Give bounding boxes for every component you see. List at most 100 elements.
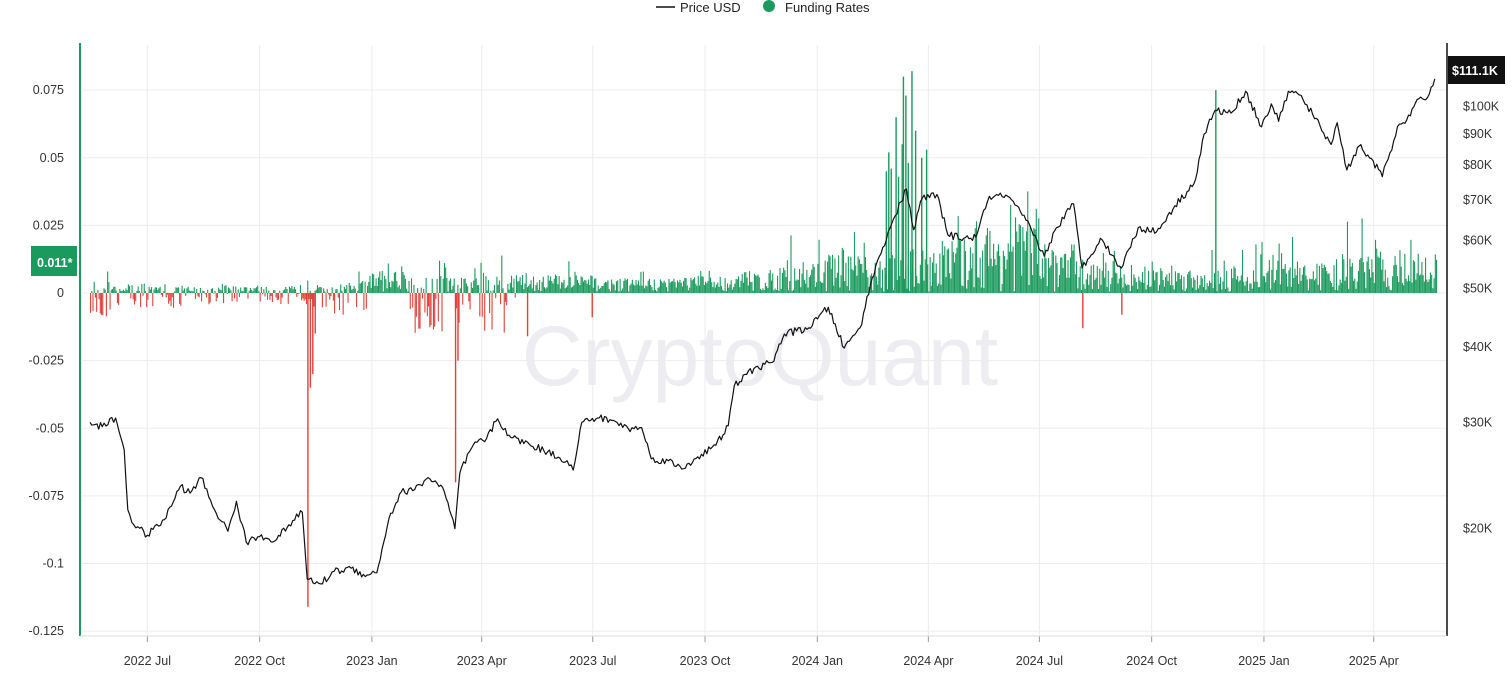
funding-rate-bar <box>445 267 447 293</box>
funding-rate-bar <box>281 293 283 298</box>
funding-rate-bar <box>511 275 513 293</box>
funding-rate-bar <box>1079 266 1081 293</box>
funding-rate-bar <box>1130 265 1133 293</box>
funding-rate-bar <box>336 288 338 293</box>
funding-rate-bar <box>634 285 636 293</box>
funding-rate-bar <box>335 289 337 293</box>
funding-rate-bar <box>1414 261 1416 293</box>
funding-rate-bar <box>916 275 918 293</box>
funding-rate-bar <box>401 266 403 293</box>
funding-rate-bar <box>1205 289 1207 293</box>
funding-rate-bar <box>789 281 791 293</box>
funding-rate-bar <box>1251 288 1253 293</box>
funding-rate-bar <box>554 274 557 293</box>
funding-rate-bar <box>490 290 492 293</box>
funding-rate-bar <box>1278 243 1280 293</box>
funding-rate-bar <box>1057 287 1059 293</box>
funding-rate-bar <box>164 284 166 293</box>
funding-rate-bar <box>453 278 455 293</box>
funding-rate-bar <box>938 283 940 293</box>
funding-rate-bar <box>1117 283 1119 293</box>
funding-rate-bar <box>523 289 525 293</box>
funding-rate-bar <box>870 273 873 293</box>
funding-rate-bar <box>775 289 777 293</box>
funding-rate-bar <box>1113 250 1115 293</box>
funding-rate-bar <box>1010 204 1012 293</box>
funding-rate-bar <box>186 288 188 293</box>
funding-rate-bar <box>152 293 154 307</box>
funding-rate-bar <box>591 276 593 293</box>
funding-rate-bar <box>978 277 980 293</box>
funding-rate-bar <box>188 290 190 293</box>
funding-rate-spike-bar <box>901 144 903 293</box>
funding-rate-bar <box>131 285 133 293</box>
funding-rate-bar <box>583 281 585 293</box>
funding-rate-bar <box>1273 282 1275 293</box>
funding-rate-bar <box>969 247 971 293</box>
funding-rate-bar <box>1018 224 1020 293</box>
funding-rate-bar <box>1322 268 1324 293</box>
funding-rate-bar <box>1342 254 1344 293</box>
funding-rate-bar <box>988 265 990 293</box>
funding-rate-bar <box>182 290 184 293</box>
funding-rate-bar <box>820 282 823 293</box>
funding-rate-bar <box>681 286 683 293</box>
funding-rate-bar <box>880 287 882 293</box>
funding-rate-spike-bar <box>309 293 312 388</box>
funding-rate-bar <box>1374 239 1377 293</box>
funding-rate-bar <box>209 293 211 303</box>
funding-rate-bar <box>353 285 355 293</box>
funding-rate-bar <box>1392 276 1394 293</box>
funding-rate-bar <box>529 284 531 293</box>
funding-rate-bar <box>530 280 532 293</box>
funding-legend-label[interactable]: Funding Rates <box>785 0 870 15</box>
funding-rate-bar <box>458 293 460 323</box>
funding-rate-bar <box>565 287 568 293</box>
funding-rate-bar <box>292 289 294 293</box>
funding-rate-bar <box>1027 191 1029 293</box>
current-price-badge-bg <box>1448 56 1505 84</box>
funding-rate-bar <box>93 281 95 293</box>
funding-rate-bar <box>579 284 581 293</box>
price-legend-label[interactable]: Price USD <box>680 0 741 15</box>
funding-rate-bar <box>1399 250 1401 293</box>
funding-rate-bar <box>604 281 607 293</box>
funding-rate-bar <box>564 288 566 293</box>
funding-rate-bar <box>240 287 242 293</box>
funding-rate-bar <box>906 288 908 293</box>
funding-rate-bar <box>597 285 599 293</box>
funding-rate-bar <box>316 285 319 293</box>
x-axis-tick-label: 2024 Apr <box>903 654 953 668</box>
funding-rate-bar <box>877 284 879 293</box>
funding-rate-bar <box>559 288 561 293</box>
funding-rate-bar <box>651 287 653 293</box>
funding-rate-bar <box>347 293 349 303</box>
funding-rate-bar <box>718 286 720 293</box>
funding-rate-bar <box>1062 268 1064 293</box>
funding-rate-bar <box>479 293 481 317</box>
funding-rate-bar <box>1416 273 1418 293</box>
funding-rate-bar <box>254 288 256 293</box>
funding-rate-bar <box>603 283 605 293</box>
funding-rate-bar <box>1409 281 1411 293</box>
funding-rate-bar <box>384 275 386 293</box>
funding-rate-bar <box>736 279 738 293</box>
funding-rate-bar <box>1431 274 1433 293</box>
funding-rate-bar <box>1246 277 1248 293</box>
funding-rate-bar <box>309 290 311 293</box>
funding-rate-spike-bar <box>914 130 917 293</box>
funding-rate-bar <box>919 264 921 293</box>
funding-rate-bar <box>918 283 920 293</box>
funding-rate-bar <box>924 259 926 293</box>
funding-rate-bar <box>861 263 863 293</box>
funding-rate-bar <box>639 285 641 293</box>
funding-rate-bar <box>528 285 530 293</box>
funding-rate-bar <box>314 290 316 293</box>
legend[interactable]: Price USD Funding Rates <box>656 0 870 15</box>
funding-rate-bar <box>166 293 168 295</box>
funding-rate-bar <box>1058 274 1061 293</box>
funding-rate-bar <box>406 288 408 293</box>
funding-rate-bar <box>784 270 786 293</box>
funding-rate-bar <box>1002 250 1004 293</box>
funding-rate-bar <box>192 291 194 293</box>
